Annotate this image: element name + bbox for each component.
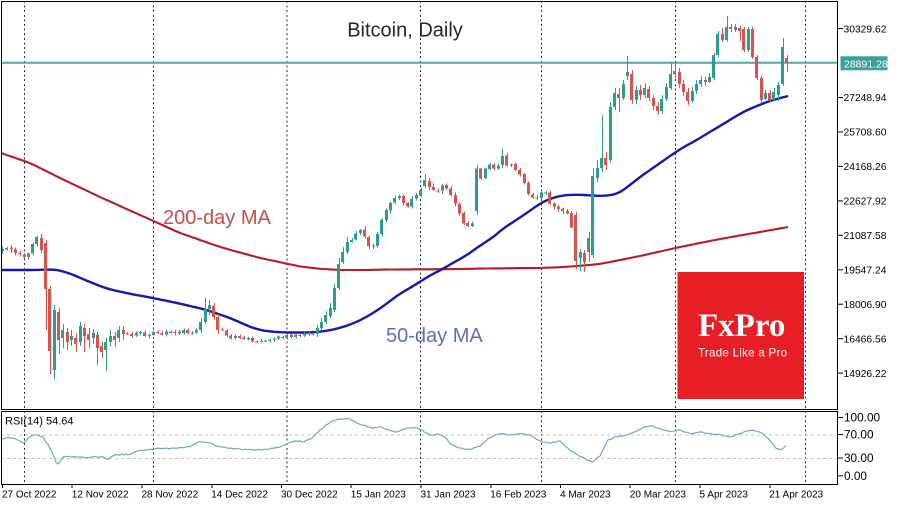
svg-text:14926.22: 14926.22 (844, 369, 887, 380)
svg-text:28 Nov 2022: 28 Nov 2022 (142, 489, 199, 500)
svg-text:4 Mar 2023: 4 Mar 2023 (560, 489, 611, 500)
svg-text:22627.92: 22627.92 (844, 197, 887, 208)
svg-text:Trade Like a Pro: Trade Like a Pro (698, 347, 787, 360)
svg-text:25708.60: 25708.60 (844, 128, 887, 139)
svg-text:Bitcoin, Daily: Bitcoin, Daily (347, 20, 463, 42)
svg-text:27248.94: 27248.94 (844, 93, 887, 104)
svg-text:21 Apr 2023: 21 Apr 2023 (769, 489, 823, 500)
svg-text:20 Mar 2023: 20 Mar 2023 (630, 489, 687, 500)
svg-text:21087.58: 21087.58 (844, 231, 887, 242)
svg-text:14 Dec 2022: 14 Dec 2022 (211, 489, 268, 500)
svg-text:5 Apr 2023: 5 Apr 2023 (700, 489, 749, 500)
svg-text:31 Jan 2023: 31 Jan 2023 (421, 489, 476, 500)
svg-text:FxPro: FxPro (698, 308, 785, 344)
svg-text:70.00: 70.00 (844, 428, 874, 442)
svg-text:12 Nov 2022: 12 Nov 2022 (72, 489, 129, 500)
svg-text:30329.62: 30329.62 (844, 24, 887, 35)
svg-text:50-day MA: 50-day MA (386, 325, 483, 347)
svg-text:30.00: 30.00 (844, 451, 874, 465)
svg-text:27 Oct 2022: 27 Oct 2022 (2, 489, 57, 500)
svg-text:15 Jan 2023: 15 Jan 2023 (351, 489, 406, 500)
svg-text:0.00: 0.00 (844, 469, 867, 483)
svg-text:19547.24: 19547.24 (844, 266, 887, 277)
svg-text:24168.26: 24168.26 (844, 162, 887, 173)
svg-text:18006.90: 18006.90 (844, 300, 887, 311)
svg-text:100.00: 100.00 (844, 411, 881, 425)
svg-text:16 Feb 2023: 16 Feb 2023 (490, 489, 547, 500)
svg-text:RSI(14) 54.64: RSI(14) 54.64 (5, 416, 73, 428)
svg-text:16466.56: 16466.56 (844, 334, 887, 345)
svg-text:30 Dec 2022: 30 Dec 2022 (281, 489, 338, 500)
svg-text:200-day MA: 200-day MA (163, 207, 271, 229)
svg-text:28891.28: 28891.28 (844, 58, 888, 70)
